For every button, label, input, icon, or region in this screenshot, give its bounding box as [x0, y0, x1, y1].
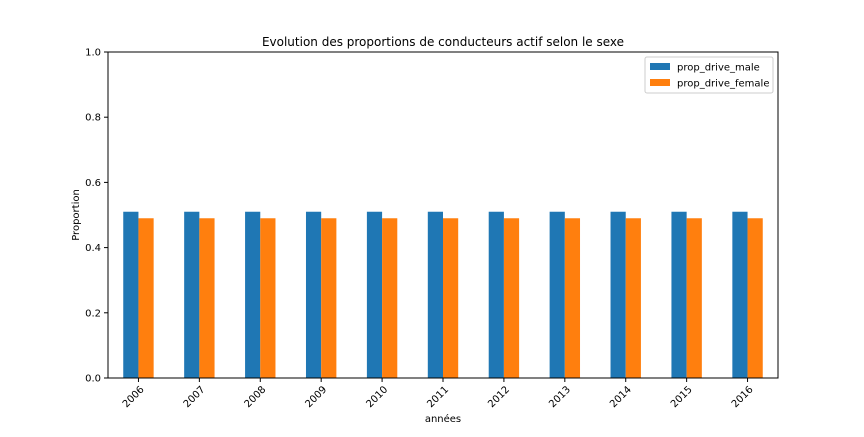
y-tick-label: 0.0	[85, 374, 101, 385]
bar-prop_drive_male-2008	[245, 211, 261, 378]
x-tick-label: 2006	[121, 384, 147, 410]
bar-prop_drive_female-2016	[747, 218, 763, 378]
bar-prop_drive_male-2013	[549, 211, 565, 378]
x-tick-label: 2012	[486, 384, 512, 410]
y-tick-label: 1.0	[85, 48, 101, 59]
bar-prop_drive_male-2006	[123, 211, 139, 378]
bar-prop_drive_male-2007	[184, 211, 200, 378]
x-tick-label: 2007	[182, 384, 208, 410]
y-axis-label: Proportion	[71, 189, 82, 241]
bar-prop_drive_female-2015	[686, 218, 702, 378]
chart-title: Evolution des proportions de conducteurs…	[262, 35, 624, 49]
y-tick-label: 0.4	[85, 243, 101, 254]
bar-prop_drive_male-2010	[366, 211, 383, 378]
bar-prop_drive_male-2009	[305, 211, 322, 378]
bar-prop_drive_male-2015	[671, 211, 687, 378]
bar-prop_drive_female-2010	[382, 218, 398, 378]
bar-prop_drive_male-2014	[610, 211, 626, 378]
plot-area: 0.0 0.2 0.4 0.6 0.8 1.0 2006 2007 2008 2009 2010 20…	[85, 48, 779, 410]
bar-prop_drive_female-2006	[138, 218, 154, 378]
x-axis-label: années	[425, 413, 461, 425]
legend: prop_drive_male prop_drive_female	[644, 56, 774, 94]
legend-box	[644, 56, 774, 94]
x-tick-label: 2010	[364, 384, 390, 410]
y-tick-label: 0.8	[85, 113, 101, 124]
x-tick-label: 2011	[425, 384, 451, 410]
x-tick-label: 2016	[730, 384, 756, 410]
legend-swatch-prop_drive_male	[650, 63, 670, 70]
legend-swatch-prop_drive_female	[650, 79, 670, 86]
bar-prop_drive_female-2011	[443, 218, 459, 378]
y-tick-label: 0.2	[85, 308, 101, 319]
bar-prop_drive_male-2011	[427, 211, 443, 378]
bar-prop_drive_male-2016	[732, 211, 748, 378]
x-tick-label: 2008	[243, 384, 269, 410]
bar-prop_drive_female-2013	[564, 218, 581, 378]
x-tick-label: 2015	[669, 384, 695, 410]
bar-prop_drive_female-2014	[625, 218, 641, 378]
legend-label-prop_drive_male: prop_drive_male	[677, 63, 760, 74]
x-tick-label: 2013	[547, 384, 573, 410]
y-tick-label: 0.6	[85, 178, 101, 189]
x-tick-label: 2014	[608, 384, 634, 410]
bar-prop_drive_male-2012	[488, 211, 504, 378]
bar-prop_drive_female-2012	[503, 218, 520, 378]
legend-label-prop_drive_female: prop_drive_female	[677, 79, 770, 90]
bar-prop_drive_female-2008	[260, 218, 276, 378]
x-tick-label: 2009	[304, 384, 330, 410]
bar-prop_drive_female-2009	[321, 218, 337, 378]
bar-prop_drive_female-2007	[199, 218, 215, 378]
